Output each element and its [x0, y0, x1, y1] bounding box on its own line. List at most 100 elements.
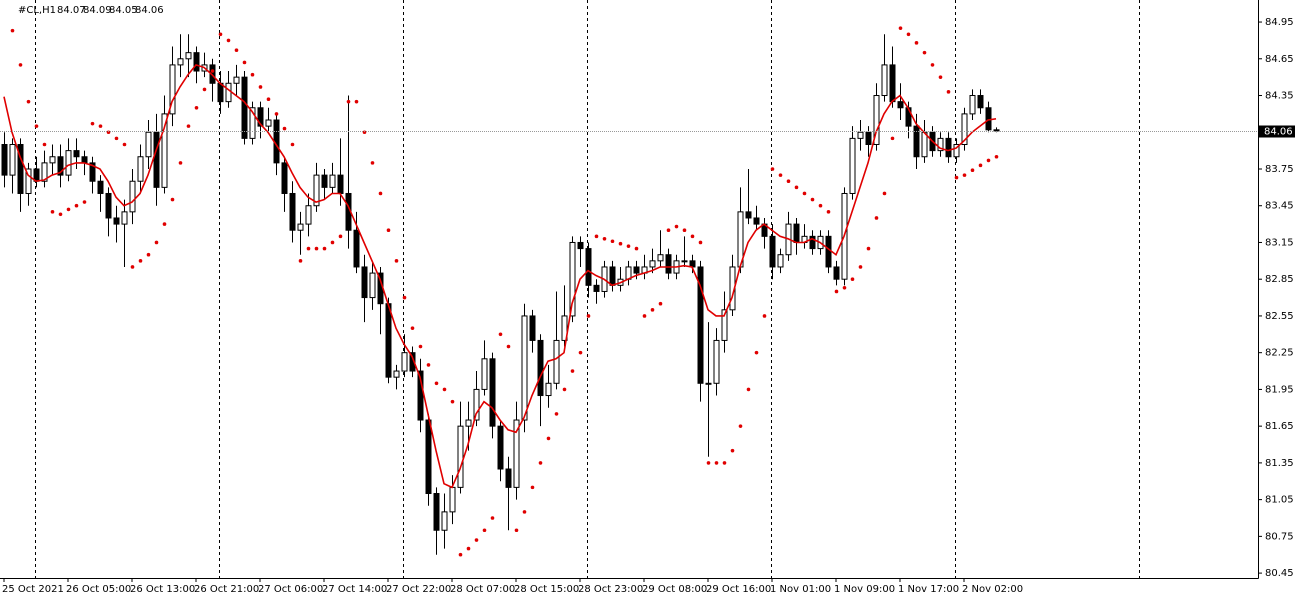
header-open: 84.07: [57, 5, 86, 16]
sar-dot: [178, 161, 183, 165]
sar-dot: [978, 163, 983, 168]
sar-dot: [570, 369, 575, 373]
sar-dot: [290, 142, 295, 147]
sar-dot: [266, 97, 271, 101]
x-tick-label: 2 Nov 02:00: [962, 584, 1023, 595]
sar-dot: [954, 175, 959, 180]
y-tick-label: 81.65: [1265, 421, 1294, 432]
candle-body: [809, 235, 816, 250]
sar-dot: [522, 510, 527, 514]
candle-body: [57, 156, 64, 176]
sar-dot: [786, 179, 791, 184]
candle-body: [329, 174, 336, 188]
candle-body: [593, 284, 600, 292]
candle-body: [961, 113, 968, 145]
sar-dot: [42, 142, 47, 147]
sar-dot: [202, 87, 207, 92]
candle-body: [897, 101, 904, 109]
y-tick-label: 83.45: [1265, 201, 1294, 212]
sar-dot: [82, 200, 87, 204]
sar-dot: [674, 224, 679, 229]
sar-dot: [626, 244, 631, 248]
sar-dot: [738, 424, 743, 428]
candle-body: [649, 260, 656, 268]
candle-body: [25, 168, 32, 194]
sar-dot: [506, 344, 511, 349]
sar-dot: [730, 448, 735, 453]
sar-dot: [378, 191, 383, 196]
candle-body: [681, 260, 688, 263]
sar-dot: [34, 124, 39, 128]
sar-dot: [866, 246, 871, 251]
sar-dot: [794, 185, 799, 190]
candle-body: [665, 254, 672, 274]
candle-body: [713, 339, 720, 384]
sar-dot: [410, 326, 415, 330]
candle-body: [553, 339, 560, 384]
x-tick-label: 28 Oct 15:00: [514, 584, 579, 595]
candle-body: [169, 64, 176, 115]
sar-dot: [962, 173, 967, 177]
candle-body: [977, 95, 984, 109]
candle-body: [825, 235, 832, 268]
x-tick-label: 1 Nov 01:00: [770, 584, 831, 595]
sar-dot: [314, 246, 319, 251]
candle-body: [89, 162, 96, 182]
candle-body: [361, 266, 368, 299]
header-low: 84.05: [109, 5, 138, 16]
sar-dot: [746, 387, 751, 392]
sar-dot: [562, 387, 567, 392]
sar-dot: [362, 130, 367, 135]
sar-dot: [530, 485, 535, 490]
sar-dot: [466, 546, 471, 551]
sar-dot: [386, 228, 391, 233]
sar-dot: [402, 295, 407, 300]
candle-body: [721, 309, 728, 341]
sar-dot: [834, 289, 839, 294]
sar-dot: [642, 314, 647, 318]
sar-dot: [554, 412, 559, 416]
sar-dot: [66, 207, 71, 212]
sar-dot: [154, 240, 159, 245]
candle-body: [577, 241, 584, 250]
y-tick-label: 83.75: [1265, 164, 1294, 175]
sar-dot: [914, 41, 919, 45]
candle-body: [433, 493, 440, 531]
candle-body: [953, 144, 960, 158]
sar-dot: [842, 285, 847, 290]
candle-body: [337, 174, 344, 194]
candle-body: [425, 419, 432, 495]
sar-dot: [370, 161, 375, 165]
sar-dot: [770, 167, 775, 171]
chart-title: #CL,H1: [18, 5, 56, 16]
candle-body: [313, 174, 320, 207]
candle-body: [945, 137, 952, 158]
sar-dot: [618, 241, 623, 246]
candle-body: [513, 419, 520, 488]
sar-dot: [922, 50, 927, 55]
sar-dot: [74, 203, 79, 208]
x-tick-label: 27 Oct 22:00: [386, 584, 451, 595]
sar-dot: [98, 124, 103, 128]
candle-body: [401, 352, 408, 372]
candle-body: [49, 156, 56, 164]
candle-body: [465, 419, 472, 427]
y-tick-label: 82.85: [1265, 274, 1294, 285]
sar-dot: [426, 363, 431, 367]
x-tick-label: 27 Oct 06:00: [258, 584, 323, 595]
candle-body: [97, 180, 104, 194]
candle-body: [161, 113, 168, 188]
candle-body: [609, 266, 616, 286]
sar-dot: [306, 246, 311, 251]
candle-body: [857, 131, 864, 139]
sar-dot: [186, 124, 191, 128]
sar-dot: [394, 259, 399, 263]
sar-dot: [194, 105, 199, 110]
sar-dot: [594, 234, 599, 239]
candle-body: [497, 425, 504, 470]
sar-dot: [722, 461, 727, 465]
sar-dot: [338, 234, 343, 239]
candle-body: [745, 211, 752, 219]
sar-dot: [162, 222, 167, 226]
